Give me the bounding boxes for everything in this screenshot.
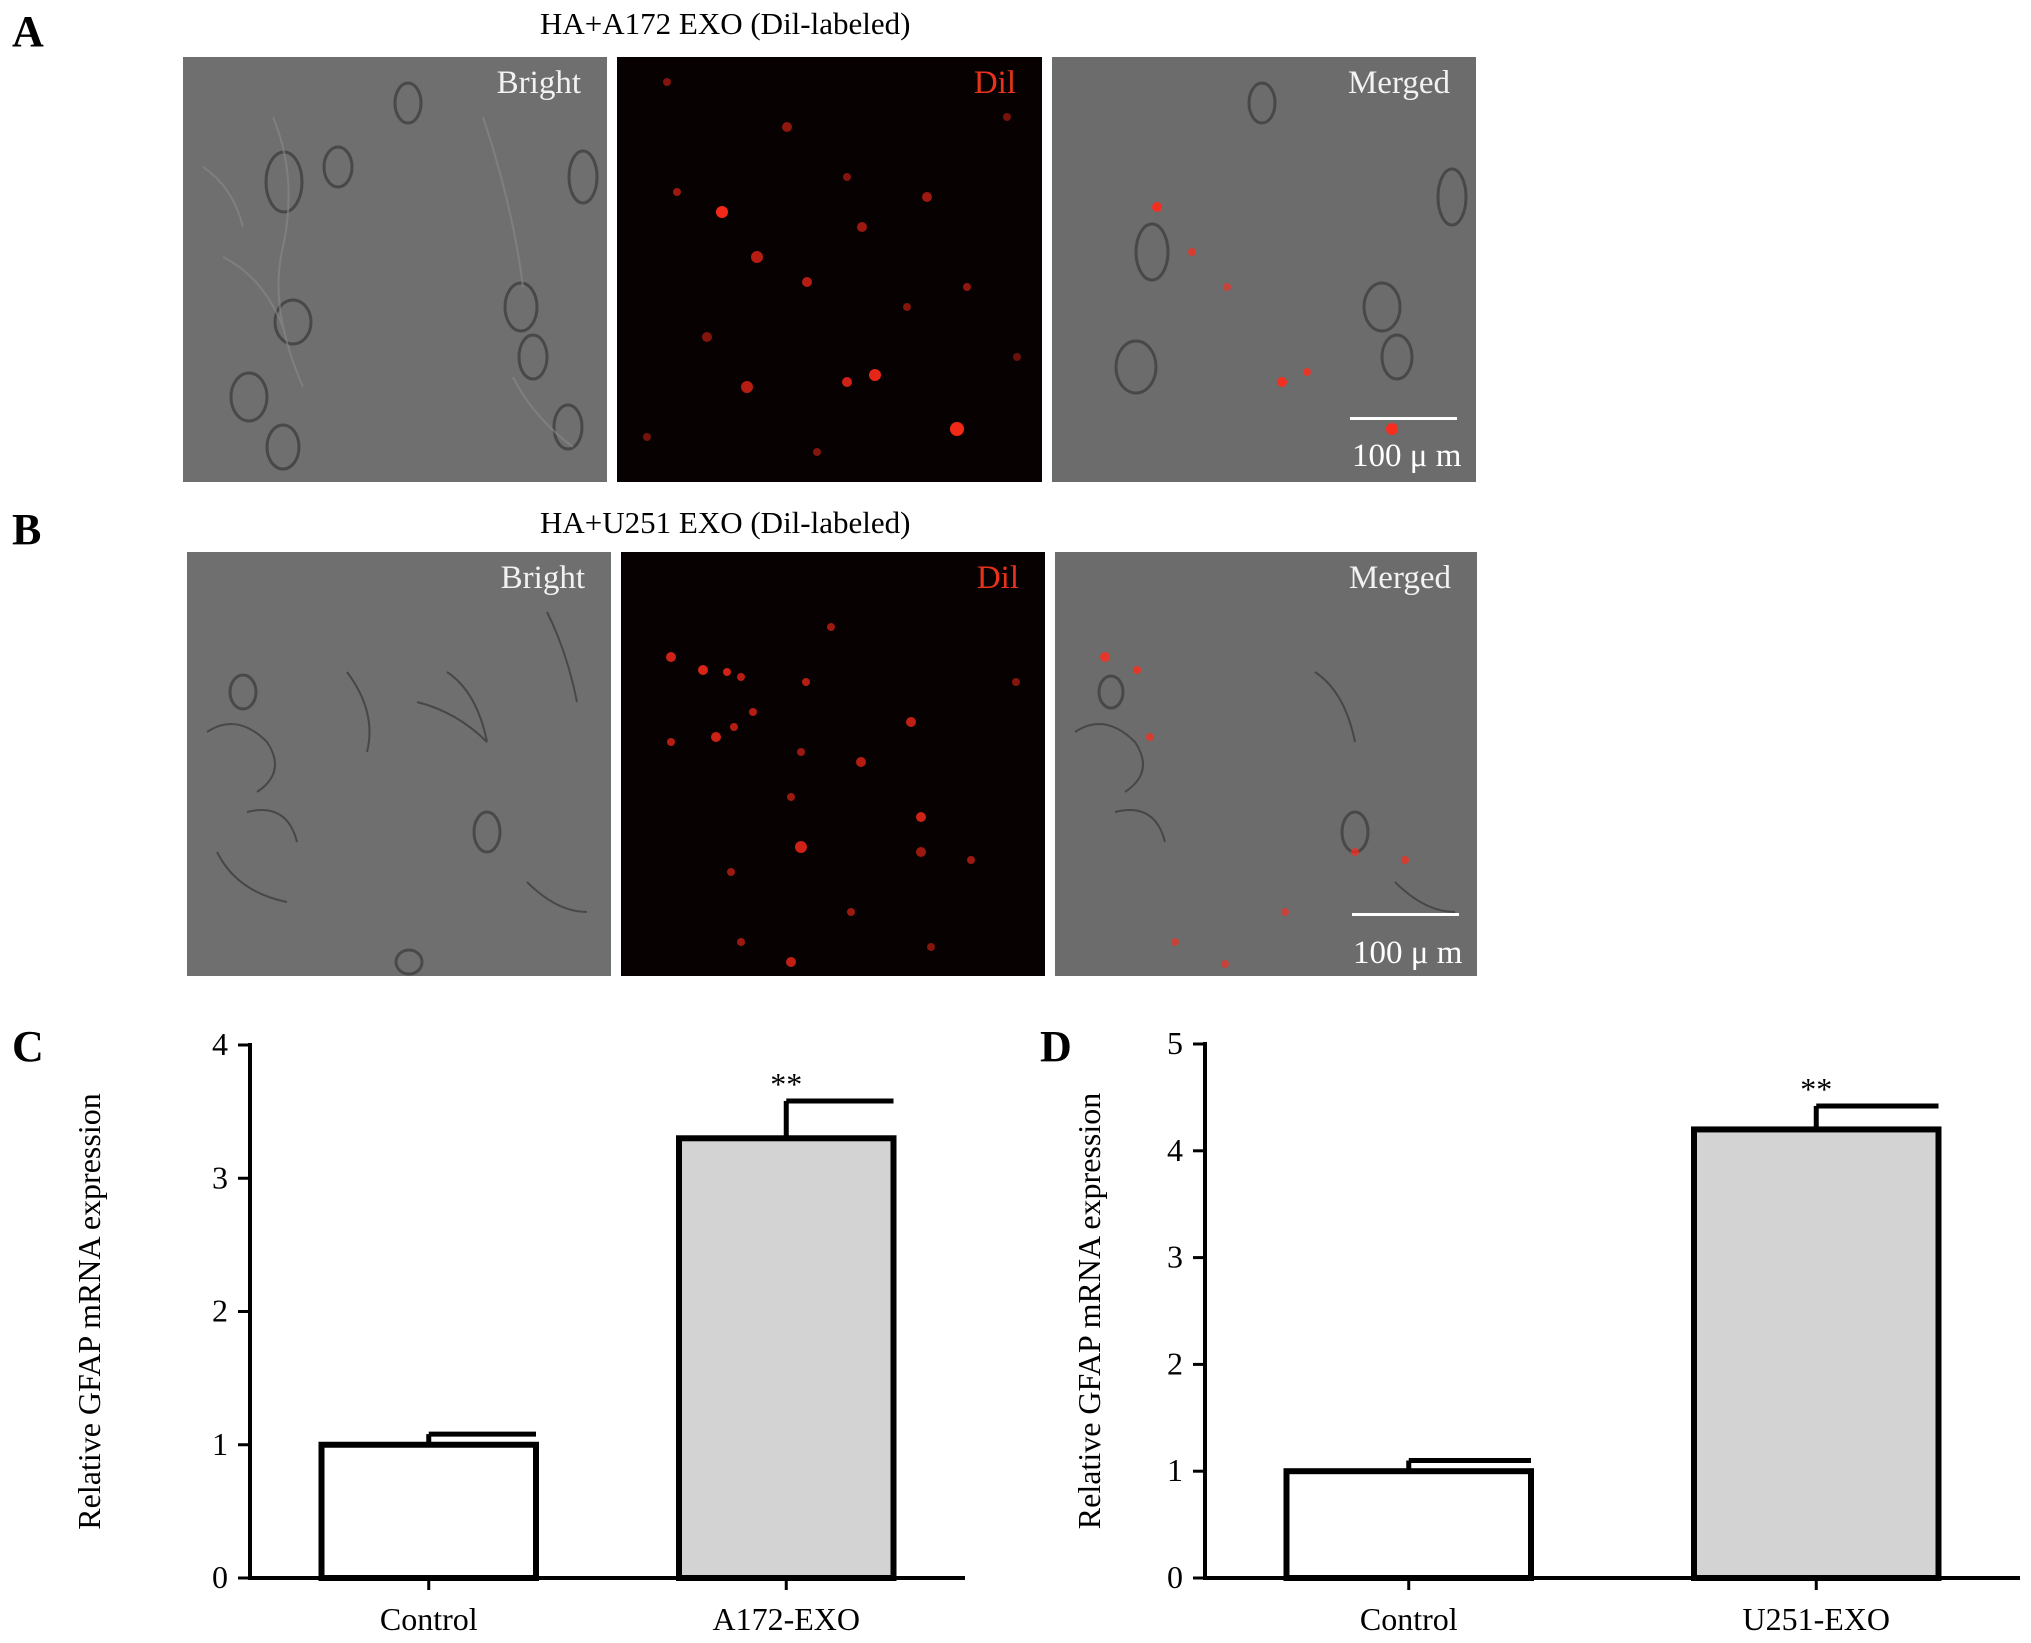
bar [1691, 1126, 1942, 1581]
merged-label: Merged [1347, 65, 1450, 101]
y-tick-label: 2 [1167, 1345, 1183, 1381]
y-tick-label: 1 [212, 1426, 228, 1462]
bar-chart-d: 0 1 2 3 4 5 Relative GFAP mRNA expression Contr… [1030, 1025, 2031, 1643]
y-tick-label: 4 [1167, 1132, 1183, 1168]
panel-b-bright-image: Bright [187, 552, 611, 976]
bright-label: Bright [500, 560, 585, 596]
bar [1283, 1468, 1534, 1582]
significance-marker: ** [1800, 1071, 1832, 1107]
y-axis-title: Relative GFAP mRNA expression [1071, 1093, 1107, 1529]
bar-chart-c: 0 1 2 3 4 Relative GFAP mRNA expression Contro… [0, 1026, 1000, 1643]
panel-letter-b: B [12, 505, 42, 554]
y-tick-label: 5 [1167, 1025, 1183, 1061]
scale-bar-label: 100 μ m [1352, 438, 1462, 474]
panel-a-dil-image: Dil [617, 57, 1042, 482]
panel-letter-a: A [12, 7, 44, 56]
dil-label: Dil [976, 560, 1019, 596]
panel-a-title: HA+A172 EXO (Dil-labeled) [540, 6, 911, 41]
panel-a-bright-image: Bright [183, 57, 607, 482]
dil-fluorescent-spots [666, 623, 1020, 967]
panel-b-dil-image: Dil [621, 552, 1045, 976]
x-tick-label: Control [380, 1601, 478, 1637]
x-tick-label: U251-EXO [1742, 1601, 1890, 1637]
scale-bar-label: 100 μ m [1353, 935, 1463, 971]
panel-b-merged-image: Merged 100 μ m [1055, 552, 1477, 976]
significance-marker: ** [770, 1066, 802, 1102]
dil-label: Dil [973, 65, 1016, 101]
x-tick-label: A172-EXO [712, 1601, 860, 1637]
y-tick-label: 0 [1167, 1559, 1183, 1595]
merged-label: Merged [1348, 560, 1451, 596]
x-tick-label: Control [1360, 1601, 1458, 1637]
bright-field-cells [206, 611, 588, 976]
panel-b-title: HA+U251 EXO (Dil-labeled) [540, 505, 911, 540]
y-tick-label: 3 [212, 1159, 228, 1195]
panel-letter-c: C [12, 1022, 44, 1071]
chart-svg: 0 1 2 3 4 Relative GFAP mRNA expression Contro… [71, 1026, 965, 1637]
merged-cells [1074, 652, 1456, 968]
y-tick-label: 3 [1167, 1239, 1183, 1275]
y-axis-title: Relative GFAP mRNA expression [71, 1093, 107, 1529]
y-tick-label: 1 [1167, 1452, 1183, 1488]
bright-label: Bright [496, 65, 581, 101]
bar [318, 1441, 539, 1581]
scale-bar [1350, 417, 1457, 420]
scale-bar [1352, 913, 1459, 916]
bar [676, 1135, 897, 1582]
y-tick-label: 0 [212, 1559, 228, 1595]
y-tick-label: 4 [212, 1026, 228, 1062]
dil-fluorescent-spots [643, 78, 1021, 456]
panel-letter-d: D [1040, 1022, 1072, 1071]
bright-field-cells [202, 81, 599, 471]
panel-a-merged-image: Merged 100 μ m [1052, 57, 1476, 482]
merged-cells [1114, 81, 1468, 435]
y-tick-label: 2 [212, 1293, 228, 1329]
chart-svg: 0 1 2 3 4 5 Relative GFAP mRNA expression Contr… [1071, 1025, 2020, 1637]
